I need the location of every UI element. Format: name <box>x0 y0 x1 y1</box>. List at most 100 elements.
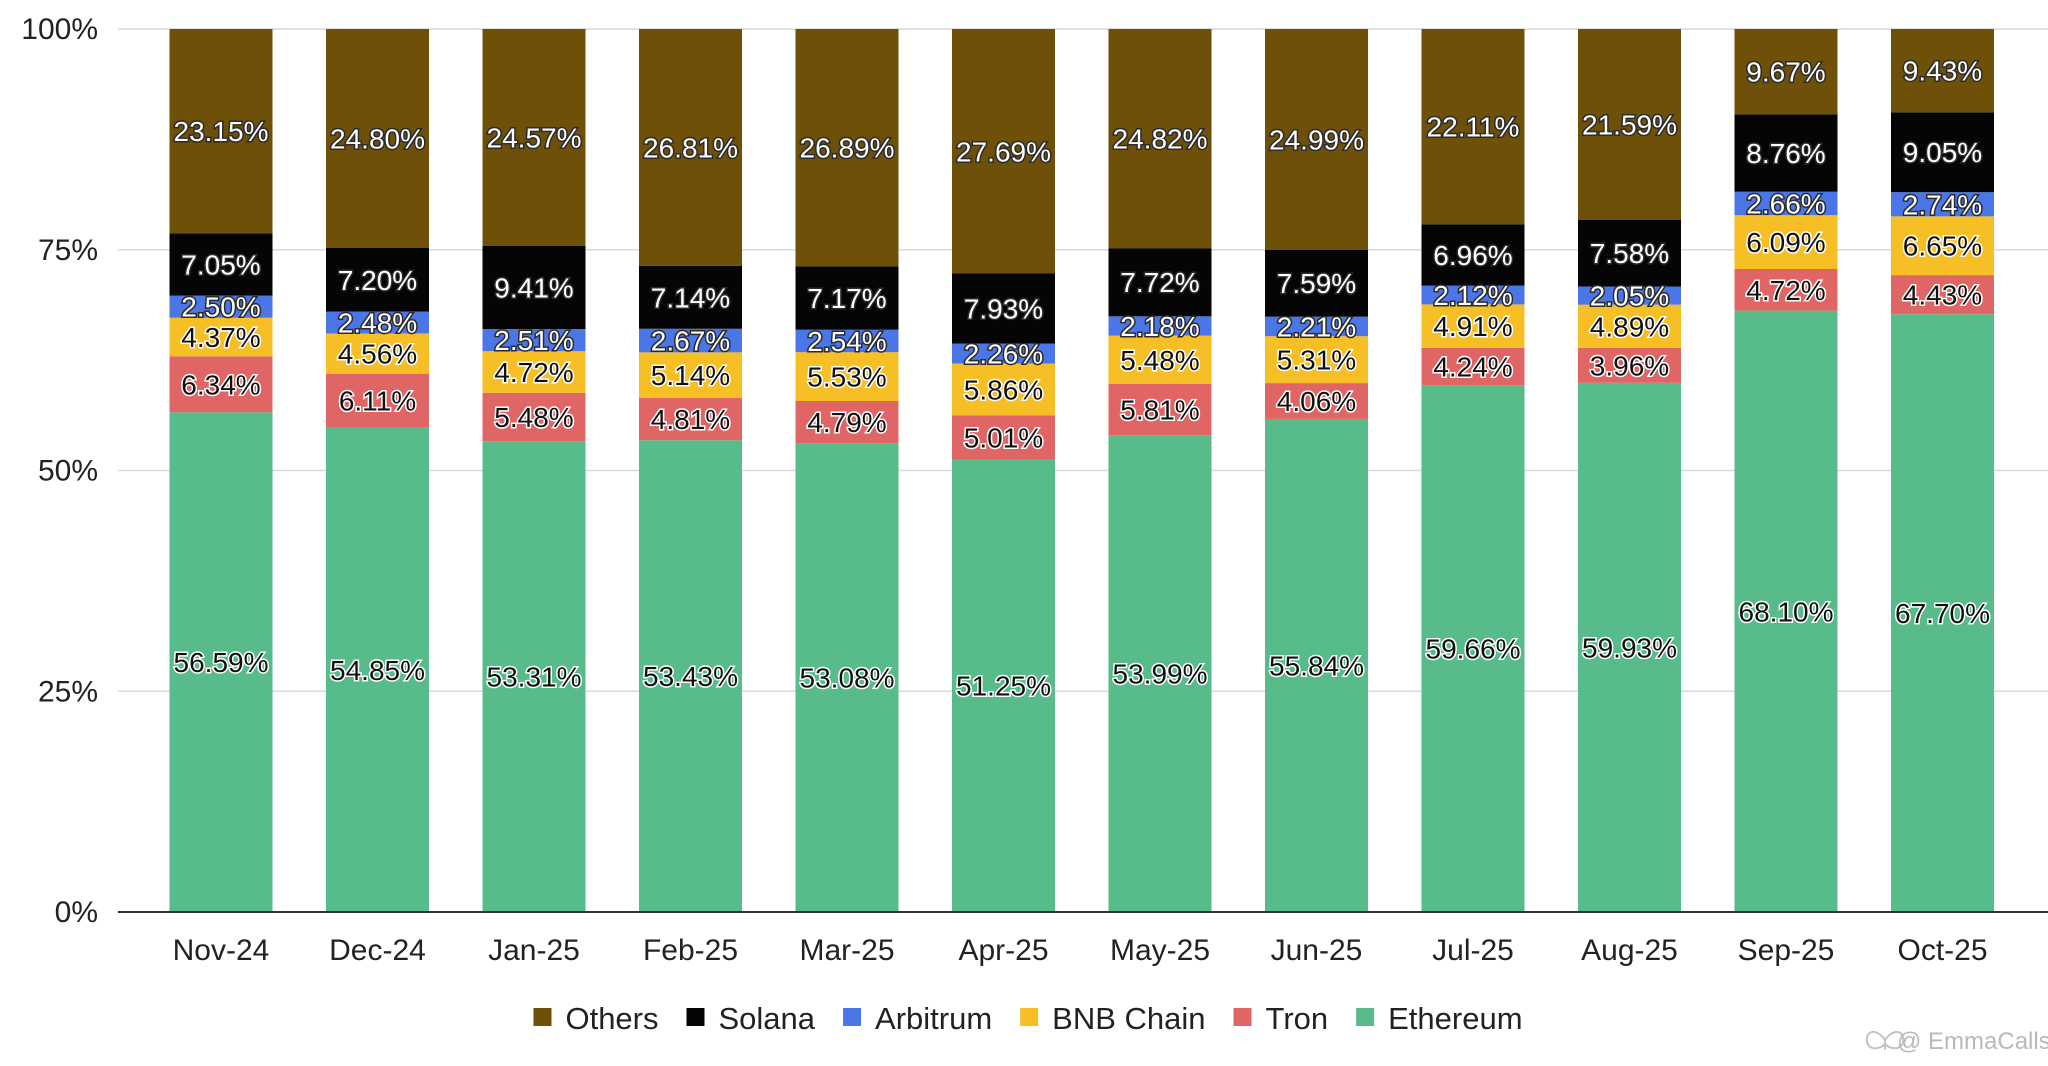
bar-segment <box>326 373 429 428</box>
data-label: 24.99% <box>1269 124 1364 155</box>
x-tick-label: Nov-24 <box>173 934 270 967</box>
x-tick-label: Sep-25 <box>1738 934 1835 967</box>
data-label: 5.01% <box>964 422 1043 453</box>
bar-segment <box>1265 336 1368 384</box>
y-tick-label: 75% <box>38 234 98 267</box>
data-label: 24.57% <box>487 122 582 153</box>
gridlines <box>118 28 2048 692</box>
data-label: 6.11% <box>339 386 416 417</box>
bar-segment <box>1265 418 1368 912</box>
data-label: 4.06% <box>1277 386 1356 417</box>
data-label: 7.72% <box>1120 267 1199 298</box>
data-label: 56.59% <box>174 647 269 678</box>
watermark: @ EmmaCalls <box>1865 1028 2048 1055</box>
bar-segment <box>326 427 429 912</box>
bar-segment <box>639 352 742 398</box>
x-tick-label: Mar-25 <box>799 934 894 967</box>
bar-segment <box>169 412 273 912</box>
bar-segment <box>1421 304 1525 348</box>
data-label: 7.20% <box>338 265 417 296</box>
data-label: 2.51% <box>494 325 573 356</box>
legend-swatch <box>1356 1008 1375 1026</box>
bar-segment <box>1578 219 1681 287</box>
bar-segment <box>1891 112 1994 193</box>
data-label: 6.96% <box>1433 240 1512 271</box>
bar-segment <box>1891 275 1994 315</box>
bar-segment <box>1891 192 1994 217</box>
bar-segment <box>169 295 273 318</box>
data-label: 7.59% <box>1277 268 1356 299</box>
data-label: 2.05% <box>1590 281 1669 312</box>
data-label: 7.17% <box>807 283 886 314</box>
data-label: 4.81% <box>651 404 730 435</box>
bar-segment <box>1578 347 1681 383</box>
x-tick-label: Jun-25 <box>1271 934 1363 967</box>
bar-segment <box>1578 286 1681 305</box>
legend-swatch <box>533 1008 552 1026</box>
x-tick-label: Oct-25 <box>1897 934 1987 967</box>
bar-segment <box>1108 316 1212 336</box>
bar-segment <box>169 29 273 234</box>
bar-segment <box>1265 383 1368 419</box>
bar-segment <box>1891 216 1994 276</box>
data-label: 4.72% <box>1746 275 1825 306</box>
legend-label: Tron <box>1266 1001 1329 1036</box>
bar-segment <box>482 351 586 393</box>
bar-segment <box>1734 268 1838 311</box>
data-label: 23.15% <box>174 116 269 147</box>
x-tick-label: May-25 <box>1110 934 1210 967</box>
bar-segment <box>952 29 1055 274</box>
bar-segment <box>1734 114 1838 192</box>
bar-segment <box>1108 335 1212 384</box>
bar-segment <box>1734 215 1838 269</box>
data-label: 7.05% <box>181 250 260 281</box>
data-label: 59.66% <box>1426 634 1521 665</box>
bar-segment <box>482 441 586 912</box>
data-label: 5.48% <box>494 402 573 433</box>
data-label: 5.14% <box>651 360 730 391</box>
bar-segment <box>639 440 742 912</box>
data-label: 4.24% <box>1433 351 1512 382</box>
data-label: 4.72% <box>494 357 573 388</box>
data-label: 53.08% <box>800 663 895 694</box>
bar-segment <box>1265 29 1368 250</box>
bar-segment <box>326 333 429 374</box>
data-label: 22.11% <box>1427 112 1520 143</box>
data-label: 9.43% <box>1903 56 1982 87</box>
legend-swatch <box>686 1008 705 1026</box>
y-tick-label: 50% <box>38 455 98 488</box>
data-label: 68.10% <box>1739 596 1834 627</box>
bar-segment <box>639 397 742 441</box>
data-label: 9.67% <box>1746 57 1825 88</box>
data-label: 4.91% <box>1433 311 1512 342</box>
bar-segment <box>952 343 1055 364</box>
legend-label: Ethereum <box>1388 1001 1522 1036</box>
bar-segment <box>482 392 586 442</box>
legend-label: BNB Chain <box>1052 1001 1205 1036</box>
bar-segment <box>1578 304 1681 348</box>
data-label: 4.89% <box>1590 311 1669 342</box>
data-label: 4.79% <box>807 407 886 438</box>
x-tick-label: Jan-25 <box>488 934 580 967</box>
bar-segment <box>1421 347 1525 386</box>
data-label: 6.09% <box>1746 227 1825 258</box>
legend-swatch <box>1233 1008 1252 1026</box>
bar-segment <box>1734 191 1838 216</box>
butterfly-icon <box>1865 1031 1905 1050</box>
data-label: 5.53% <box>807 362 886 393</box>
data-label: 7.14% <box>651 282 730 313</box>
data-label: 2.74% <box>1903 189 1982 220</box>
data-label: 5.48% <box>1120 345 1199 376</box>
data-label: 59.93% <box>1582 632 1677 663</box>
legend: Others Solana Arbitrum BNB Chain Tron Ethereu… <box>533 1001 1523 1036</box>
bar-segment <box>1578 382 1681 912</box>
data-label: 2.12% <box>1433 280 1512 311</box>
data-label: 4.37% <box>181 322 260 353</box>
data-label: 26.89% <box>800 133 895 164</box>
bar-segment <box>952 459 1055 912</box>
bar-segment <box>1891 29 1994 113</box>
x-tick-label: Aug-25 <box>1581 934 1678 967</box>
x-tick-label: Jul-25 <box>1432 934 1514 967</box>
